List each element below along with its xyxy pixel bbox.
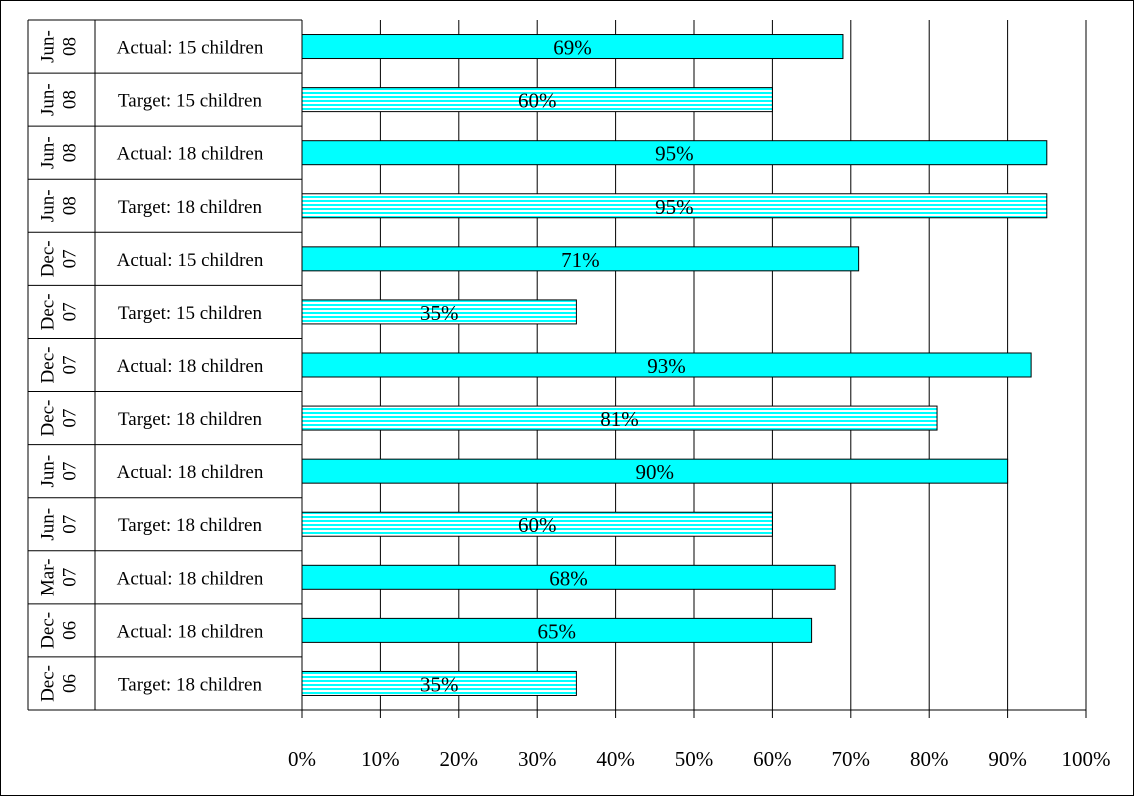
bar-value-label: 95% [655,195,694,219]
date-label: Jun-07 [38,508,81,541]
actual-bar [301,617,813,643]
bar-value-label: 95% [655,142,694,166]
target-bar [301,299,577,325]
x-tick-label: 90% [988,747,1027,771]
category-label: Target: 15 children [118,91,262,112]
actual-bar [301,246,860,272]
x-tick-label: 30% [518,747,557,771]
target-bar [301,87,773,113]
x-tick-label: 20% [440,747,479,771]
target-bar [301,193,1048,219]
category-label: Target: 18 children [118,197,262,218]
date-label: Jun-08 [38,136,81,169]
actual-bar [301,564,836,590]
target-bar [301,405,938,431]
bar-value-label: 69% [553,36,592,60]
category-label: Actual: 18 children [117,356,264,377]
bar-value-label: 65% [538,619,577,643]
category-label: Target: 18 children [118,515,262,536]
x-tick-label: 50% [675,747,714,771]
bar-value-label: 35% [420,301,459,325]
bar-value-label: 81% [600,407,639,431]
actual-bar [301,34,844,60]
category-label: Actual: 18 children [117,568,264,589]
x-tick-label: 10% [361,747,400,771]
category-rows: Jun-08 Actual: 15 children Jun-08 Target: 1… [27,19,1086,718]
target-bar [301,670,577,696]
category-label: Actual: 18 children [117,144,264,165]
bar-value-label: 68% [549,566,588,590]
actual-bar [301,352,1032,378]
bar-value-label: 93% [647,354,686,378]
category-label: Actual: 15 children [117,250,264,271]
date-label: Jun-08 [38,189,81,222]
x-tick-label: 70% [832,747,871,771]
x-tick-label: 100% [1062,747,1111,771]
x-tick-label: 0% [288,747,316,771]
category-label: Target: 15 children [118,303,262,324]
date-label: Jun-08 [38,30,81,63]
x-axis-ticks: 0% 10% 20% 30% 40% 50% 60% 70% 80% 90% 100% [288,710,1111,771]
x-tick-label: 80% [910,747,949,771]
bar-value-label: 90% [636,460,675,484]
date-label: Mar-07 [38,559,81,597]
bar-value-label: 60% [518,89,557,113]
date-label: Dec-07 [38,293,81,330]
date-label: Dec-06 [38,665,81,702]
date-label: Dec-07 [38,400,81,437]
bar-value-label: 35% [420,672,459,696]
date-label: Jun-07 [38,455,81,488]
date-label: Jun-08 [38,83,81,116]
date-label: Dec-07 [38,240,81,277]
category-label: Actual: 15 children [117,38,264,59]
x-tick-label: 60% [753,747,792,771]
category-label: Target: 18 children [118,674,262,695]
date-label: Dec-06 [38,612,81,649]
category-label: Actual: 18 children [117,621,264,642]
actual-bar [301,140,1048,166]
category-label: Target: 18 children [118,409,262,430]
target-bar [301,511,773,537]
actual-bar [301,458,1009,484]
bar-value-label: 71% [561,248,600,272]
date-label: Dec-07 [38,347,81,384]
bar-value-label: 60% [518,513,557,537]
x-tick-label: 40% [596,747,635,771]
category-label: Actual: 18 children [117,462,264,483]
bars: 69% 60% 95% 95% 71% 35% 93% 81% 90% 60% 68% 65% 35% [301,34,1048,696]
